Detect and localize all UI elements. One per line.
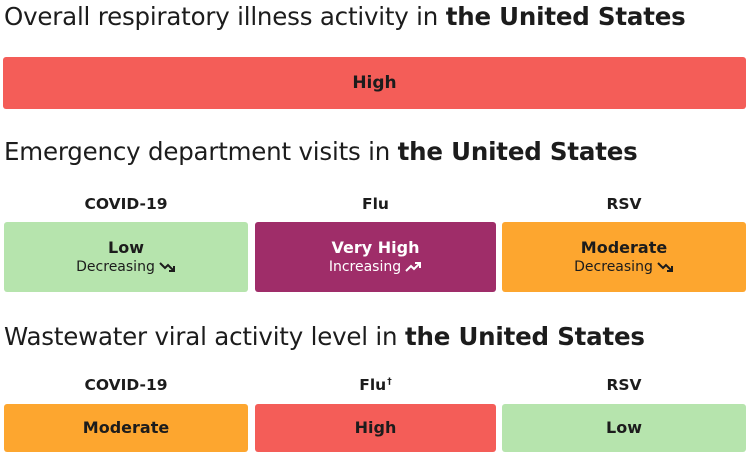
ed-covid-trend: Decreasing [76, 258, 176, 276]
arrow-down-right-icon [657, 262, 673, 272]
ed-flu-label: Flu [362, 195, 389, 213]
ed-flu-level: Very High [331, 238, 420, 257]
ww-covid-tile: Moderate [4, 404, 248, 452]
ed-rsv-level: Moderate [580, 238, 668, 257]
arrow-down-right-icon [159, 262, 175, 272]
ww-rsv-level: Low [606, 418, 642, 437]
wastewater-heading-text: Wastewater viral activity level in [4, 322, 405, 351]
ed-visits-heading-place: the United States [397, 137, 638, 166]
ed-rsv-trend: Decreasing [574, 258, 674, 276]
ed-rsv-tile: Moderate Decreasing [502, 222, 746, 292]
ww-covid-label: COVID-19 [84, 376, 168, 394]
ed-flu-trend: Increasing [329, 258, 422, 276]
overall-level-label: High [352, 73, 397, 93]
overall-level-bar: High [3, 57, 746, 109]
ed-covid-tile: Low Decreasing [4, 222, 248, 292]
ed-covid-trend-label: Decreasing [76, 259, 155, 275]
ed-rsv-trend-label: Decreasing [574, 259, 653, 275]
ww-flu-label: Flu [359, 376, 387, 394]
ww-rsv-tile: Low [502, 404, 746, 452]
ed-covid-label: COVID-19 [84, 195, 168, 213]
wastewater-heading: Wastewater viral activity level in the U… [4, 322, 645, 351]
ww-flu-level: High [354, 418, 397, 437]
ed-covid-level: Low [108, 238, 144, 257]
ww-flu-label-wrap: Flu† [255, 376, 496, 394]
arrow-up-right-icon [405, 262, 422, 272]
ed-visits-heading: Emergency department visits in the Unite… [4, 137, 638, 166]
ww-covid-level: Moderate [82, 418, 170, 437]
ed-flu-tile: Very High Increasing [255, 222, 496, 292]
overall-heading: Overall respiratory illness activity in … [4, 2, 686, 31]
ww-flu-dagger: † [387, 377, 392, 387]
ed-visits-heading-text: Emergency department visits in [4, 137, 398, 166]
overall-heading-place: the United States [445, 2, 686, 31]
wastewater-heading-place: the United States [404, 322, 645, 351]
overall-heading-text: Overall respiratory illness activity in [4, 2, 446, 31]
ed-flu-trend-label: Increasing [328, 259, 402, 275]
ww-rsv-label: RSV [606, 376, 642, 394]
ed-rsv-label: RSV [606, 195, 642, 213]
ww-flu-tile: High [255, 404, 496, 452]
